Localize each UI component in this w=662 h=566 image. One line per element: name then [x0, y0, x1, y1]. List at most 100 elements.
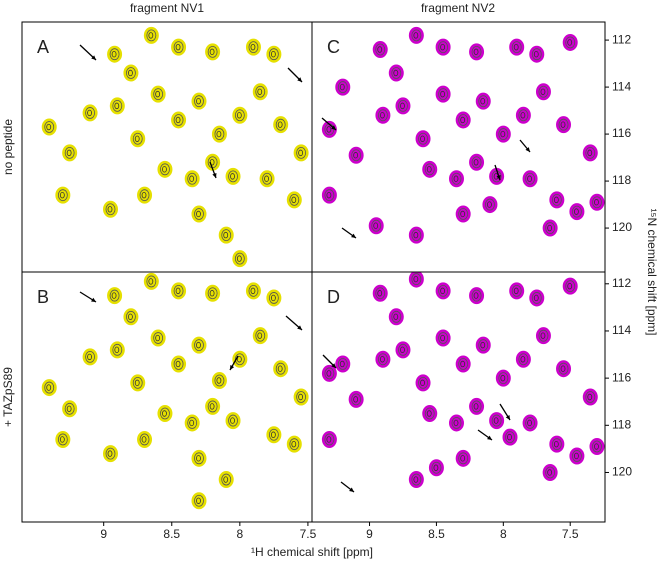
peak	[252, 83, 268, 101]
peak-contour	[234, 109, 245, 122]
peak-contour	[411, 473, 422, 486]
peak	[509, 38, 525, 56]
peak	[321, 364, 337, 382]
peak-contour	[351, 393, 362, 406]
peak	[348, 390, 364, 408]
peak-contour	[491, 414, 502, 427]
peak-contour	[378, 353, 388, 366]
peak-core	[527, 419, 532, 427]
peak-core	[216, 377, 222, 384]
peak-core	[500, 130, 506, 138]
peak	[157, 405, 173, 423]
y-tick-label: 118	[612, 417, 631, 431]
peak-core	[473, 292, 479, 299]
peak	[455, 111, 471, 129]
peak	[107, 287, 123, 305]
peak	[184, 414, 200, 432]
peak-core	[175, 116, 181, 124]
peak	[535, 327, 551, 345]
arrow-head	[349, 487, 354, 492]
peak-core	[270, 50, 276, 58]
peak	[266, 426, 282, 444]
peak	[123, 64, 139, 82]
peak-contour	[194, 95, 204, 108]
peak	[328, 138, 342, 154]
peak	[582, 388, 598, 406]
peak-core	[59, 436, 65, 443]
peak-contour	[565, 280, 576, 293]
peak-core	[66, 405, 72, 412]
peak-contour	[418, 132, 428, 145]
peak-core	[480, 97, 486, 105]
peak-core	[367, 82, 371, 88]
plot-area	[41, 26, 374, 268]
x-axis-label: ¹H chemical shift [ppm]	[251, 545, 373, 559]
peak-contour	[458, 452, 469, 465]
peak-core	[87, 353, 92, 361]
peak	[388, 64, 404, 82]
peak-core	[480, 341, 486, 349]
peak-outer	[362, 318, 376, 334]
peak	[205, 284, 221, 302]
peak-core	[326, 191, 332, 199]
peak	[191, 449, 207, 467]
peak-core	[223, 476, 229, 483]
peak	[529, 289, 545, 307]
peak-core	[560, 121, 566, 128]
peak-contour	[187, 417, 198, 429]
peak-contour	[365, 321, 374, 332]
peak-core	[333, 387, 337, 393]
peak-contour	[153, 332, 164, 344]
peak-core	[440, 90, 446, 98]
peak	[321, 120, 337, 138]
peak	[205, 43, 221, 61]
peak-contour	[296, 391, 307, 403]
x-tick-label: 8.5	[428, 527, 445, 541]
x-tick-label: 8.5	[163, 527, 180, 541]
peak-core	[319, 209, 323, 215]
peak	[150, 85, 166, 103]
peak-contour	[221, 229, 232, 242]
peak-contour	[207, 287, 218, 300]
peak-contour	[365, 79, 374, 90]
peak-contour	[558, 362, 569, 375]
peak	[582, 144, 598, 162]
peak-contour	[221, 473, 232, 486]
peak-contour	[485, 198, 495, 211]
peak-core	[413, 32, 419, 39]
peak	[362, 318, 376, 334]
peak-core	[400, 102, 405, 110]
peak-contour	[44, 381, 55, 394]
peak-core	[319, 453, 323, 459]
peak-core	[162, 410, 167, 417]
peak-core	[353, 396, 359, 403]
arrow-head	[331, 363, 336, 368]
peak	[293, 144, 309, 162]
peak	[321, 186, 337, 204]
peak-contour	[531, 48, 542, 61]
peak	[137, 186, 153, 204]
peak	[286, 191, 302, 209]
peak-core	[277, 121, 283, 128]
arrow-head	[487, 435, 492, 440]
peak	[549, 191, 565, 209]
peak-core	[250, 43, 256, 51]
peak-contour	[518, 353, 529, 366]
peak-core	[513, 287, 519, 295]
peak	[266, 45, 282, 63]
peak-core	[567, 282, 573, 290]
arrow-head	[212, 173, 217, 178]
peak	[469, 153, 485, 171]
peak-contour	[126, 67, 136, 79]
peak-contour	[324, 367, 335, 380]
peak-contour	[109, 289, 120, 302]
peak-contour	[585, 146, 596, 159]
peak-contour	[458, 358, 469, 370]
peak	[82, 348, 98, 366]
peak-contour	[572, 205, 582, 218]
peak-core	[46, 384, 52, 391]
peak-contour	[538, 85, 549, 98]
peak-contour	[471, 289, 482, 302]
peak	[266, 289, 282, 307]
peak-core	[277, 365, 283, 372]
